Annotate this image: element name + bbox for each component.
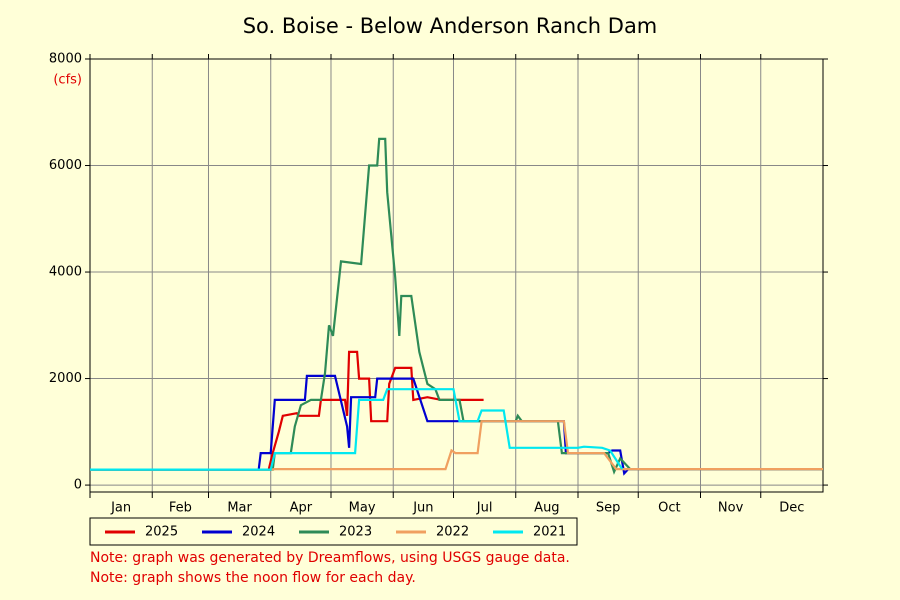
x-tick-label: Mar xyxy=(227,501,252,516)
x-tick-label: Nov xyxy=(718,501,744,516)
note: Note: graph shows the noon flow for each… xyxy=(90,570,416,586)
legend-label: 2024 xyxy=(242,525,275,540)
x-tick-label: Oct xyxy=(658,501,680,516)
series-line xyxy=(90,388,624,471)
legend-label: 2023 xyxy=(339,525,372,540)
x-tick-label: Jul xyxy=(476,501,493,516)
x-tick-label: Feb xyxy=(169,501,192,516)
chart-title: So. Boise - Below Anderson Ranch Dam xyxy=(243,14,658,38)
note: Note: graph was generated by Dreamflows,… xyxy=(90,550,570,566)
legend-label: 2025 xyxy=(145,525,178,540)
x-tick-label: Aug xyxy=(534,501,559,516)
x-tick-label: Dec xyxy=(779,501,804,516)
legend-label: 2022 xyxy=(436,525,469,540)
x-tick-label: Jan xyxy=(110,501,131,516)
y-tick-label: 4000 xyxy=(49,265,82,280)
series-line xyxy=(90,374,823,476)
series-line xyxy=(90,350,484,471)
x-tick-label: Sep xyxy=(596,501,621,516)
legend-label: 2021 xyxy=(533,525,566,540)
x-tick-label: May xyxy=(349,501,376,516)
plot-frame xyxy=(89,58,824,493)
x-tick-label: Jun xyxy=(412,501,433,516)
y-tick-label: 2000 xyxy=(49,371,82,386)
x-tick-label: Apr xyxy=(290,501,313,516)
y-tick-label: 6000 xyxy=(49,158,82,173)
y-tick-label: 8000 xyxy=(49,52,82,67)
series-line xyxy=(90,420,823,471)
y-unit-label: (cfs) xyxy=(53,73,82,88)
y-tick-label: 0 xyxy=(74,478,82,493)
